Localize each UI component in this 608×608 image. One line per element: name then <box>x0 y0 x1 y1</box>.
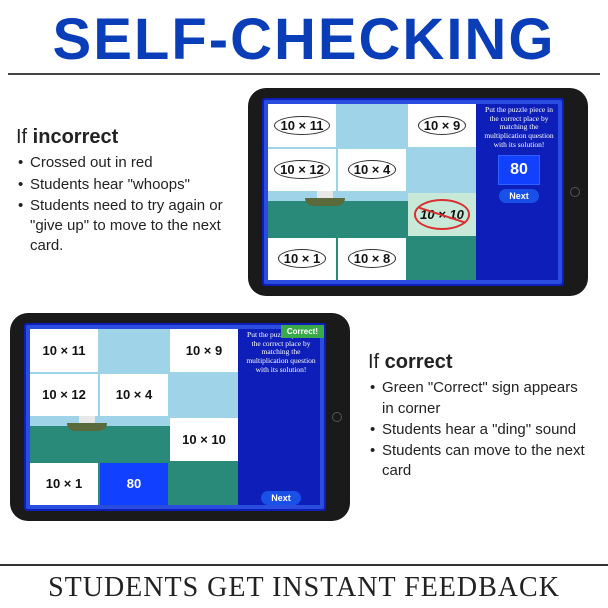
tile[interactable]: 10 × 12 <box>30 374 98 417</box>
screen-incorrect: 10 × 11 10 × 9 10 × 12 10 × 4 10 × 10 10… <box>262 98 564 286</box>
tile[interactable]: 10 × 10 <box>170 418 238 461</box>
correct-bullet: Green "Correct" sign appears in corner <box>368 378 592 419</box>
next-button[interactable]: Next <box>261 491 301 505</box>
incorrect-heading: If incorrect <box>16 126 242 149</box>
tile[interactable]: 10 × 11 <box>30 329 98 372</box>
tile-empty[interactable] <box>338 104 406 147</box>
tile-grid: 10 × 11 10 × 9 10 × 12 10 × 4 10 × 10 10… <box>268 104 476 280</box>
if-prefix: If <box>16 126 33 148</box>
tile-empty[interactable] <box>268 193 336 236</box>
correct-bullet: Students can move to the next card <box>368 441 592 482</box>
tile-empty[interactable] <box>338 193 406 236</box>
instructions-text: Put the puzzle piece in the correct plac… <box>480 104 558 151</box>
row-correct: Correct! 10 × 11 10 × 9 10 × 12 10 × 4 1… <box>0 301 608 533</box>
incorrect-list: Crossed out in red Students hear "whoops… <box>16 153 242 256</box>
tablet-correct: Correct! 10 × 11 10 × 9 10 × 12 10 × 4 1… <box>10 313 350 521</box>
tile[interactable]: 10 × 12 <box>268 149 336 192</box>
incorrect-bullet: Crossed out in red <box>16 153 242 173</box>
tile[interactable]: 10 × 4 <box>338 149 406 192</box>
incorrect-bullet: Students need to try again or "give up" … <box>16 196 242 257</box>
tablet-home-icon <box>332 412 342 422</box>
answer-box[interactable]: 80 <box>498 155 540 185</box>
game-area-correct: 10 × 11 10 × 9 10 × 12 10 × 4 10 × 10 10… <box>30 329 320 505</box>
tile-grid: 10 × 11 10 × 9 10 × 12 10 × 4 10 × 10 10… <box>30 329 238 505</box>
if-prefix: If <box>368 351 385 373</box>
tile[interactable]: 10 × 8 <box>338 238 406 281</box>
tile-empty[interactable] <box>100 329 168 372</box>
tile-empty[interactable] <box>408 149 476 192</box>
row-incorrect: If incorrect Crossed out in red Students… <box>0 83 608 301</box>
game-sidebar: Put the puzzle piece in the correct plac… <box>480 104 558 280</box>
tile-empty[interactable] <box>170 463 238 506</box>
tablet-incorrect: 10 × 11 10 × 9 10 × 12 10 × 4 10 × 10 10… <box>248 88 588 296</box>
tile-answer-placed[interactable]: 80 <box>100 463 168 506</box>
game-area-incorrect: 10 × 11 10 × 9 10 × 12 10 × 4 10 × 10 10… <box>268 104 558 280</box>
tile[interactable]: 10 × 11 <box>268 104 336 147</box>
tile-crossed[interactable]: 10 × 10 <box>408 193 476 236</box>
tile-empty[interactable] <box>30 418 98 461</box>
tile[interactable]: 10 × 9 <box>170 329 238 372</box>
correct-heading: If correct <box>368 351 592 374</box>
game-sidebar: Put the puzzle piece in the correct plac… <box>242 329 320 505</box>
correct-word: correct <box>385 351 453 373</box>
tile-empty[interactable] <box>100 418 168 461</box>
divider-top <box>8 73 600 75</box>
next-button[interactable]: Next <box>499 189 539 203</box>
tile-empty[interactable] <box>170 374 238 417</box>
main-title: SELF-CHECKING <box>0 0 608 73</box>
tile-empty[interactable] <box>408 238 476 281</box>
incorrect-word: incorrect <box>33 126 119 148</box>
correct-bullet: Students hear a "ding" sound <box>368 420 592 440</box>
footer-text: STUDENTS GET INSTANT FEEDBACK <box>0 564 608 608</box>
correct-list: Green "Correct" sign appears in corner S… <box>368 378 592 481</box>
correct-badge: Correct! <box>281 325 324 338</box>
incorrect-textcol: If incorrect Crossed out in red Students… <box>10 126 248 257</box>
correct-textcol: If correct Green "Correct" sign appears … <box>350 351 598 482</box>
tile[interactable]: 10 × 1 <box>30 463 98 506</box>
tile[interactable]: 10 × 4 <box>100 374 168 417</box>
screen-correct: Correct! 10 × 11 10 × 9 10 × 12 10 × 4 1… <box>24 323 326 511</box>
incorrect-bullet: Students hear "whoops" <box>16 175 242 195</box>
tile[interactable]: 10 × 1 <box>268 238 336 281</box>
tile[interactable]: 10 × 9 <box>408 104 476 147</box>
tablet-home-icon <box>570 187 580 197</box>
